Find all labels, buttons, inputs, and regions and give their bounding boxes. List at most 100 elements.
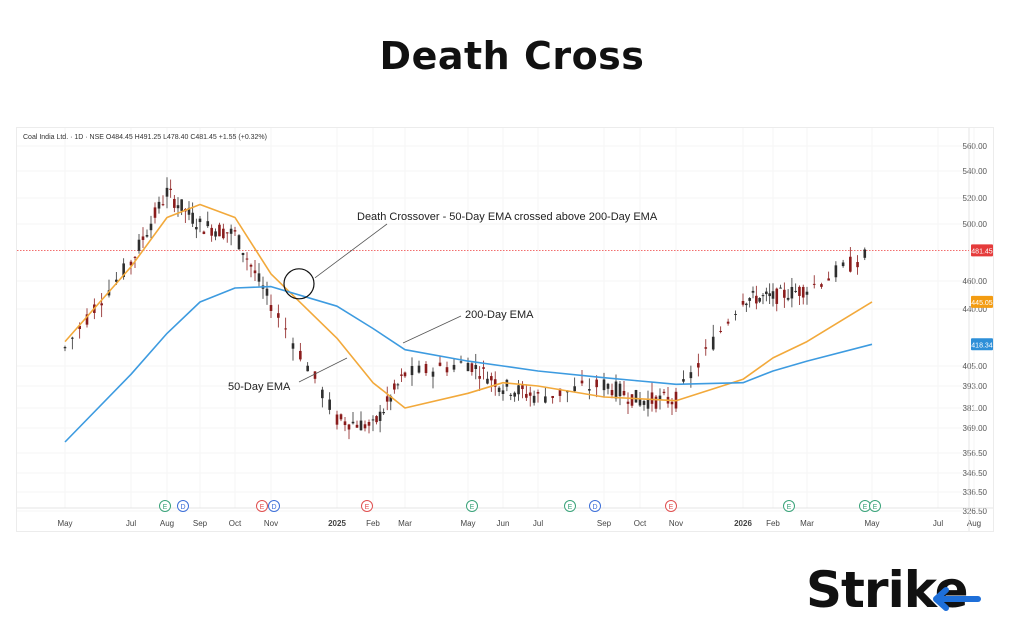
candle-body xyxy=(389,396,393,402)
candle-body xyxy=(521,385,524,390)
candle-body xyxy=(206,221,210,227)
x-tick-label: Sep xyxy=(597,519,612,528)
candle-body xyxy=(466,362,470,372)
candle-body xyxy=(726,321,730,324)
candle-body xyxy=(630,394,634,406)
candle-body xyxy=(218,224,221,237)
event-marker-label: E xyxy=(669,504,674,511)
candle-body xyxy=(396,384,400,386)
event-marker-label: D xyxy=(271,504,276,511)
candle-body xyxy=(602,379,606,391)
candle-body xyxy=(229,228,233,234)
candle-body xyxy=(339,414,343,420)
candle-body xyxy=(650,392,654,404)
ema50-line xyxy=(64,203,873,409)
event-marker xyxy=(783,500,795,512)
event-marker-label: E xyxy=(568,504,573,511)
candle-body xyxy=(573,386,576,392)
candle-body xyxy=(658,395,662,401)
candle-body xyxy=(161,204,165,206)
candle-body xyxy=(849,256,852,272)
x-tick-label: Mar xyxy=(398,519,412,528)
candle-body xyxy=(490,376,493,381)
candle-body xyxy=(452,364,456,370)
x-tick-label: Sep xyxy=(193,519,208,528)
candle-body xyxy=(253,270,257,274)
candle-body xyxy=(662,391,666,394)
x-tick-label: Jun xyxy=(497,519,510,528)
candle-body xyxy=(241,253,245,256)
candle-body xyxy=(157,201,161,209)
event-marker-label: E xyxy=(470,504,475,511)
candle-body xyxy=(580,380,584,384)
event-marker xyxy=(268,500,280,512)
candle-body xyxy=(265,288,269,296)
candle-body xyxy=(165,187,169,197)
candle-body xyxy=(771,291,775,299)
candle-body xyxy=(129,261,133,266)
chart-panel[interactable]: 560.00 540.00 520.00 500.00 460.00 440.00 405.… xyxy=(16,127,994,532)
candle-body xyxy=(245,258,249,260)
event-marker-label: E xyxy=(863,504,868,511)
candle-body xyxy=(173,198,176,208)
candle-body xyxy=(805,291,809,295)
candle-body xyxy=(180,199,183,211)
y-tick-label: 326.50 xyxy=(963,507,988,516)
candle-body xyxy=(214,231,217,237)
x-tick-label: Feb xyxy=(366,519,380,528)
event-marker-label: E xyxy=(260,504,265,511)
candle-body xyxy=(470,363,474,373)
candle-body xyxy=(595,379,598,388)
candle-body xyxy=(122,263,125,277)
annotation-arrow xyxy=(298,357,348,383)
x-tick-label: Nov xyxy=(669,519,683,528)
candle-body xyxy=(646,399,650,409)
candle-body xyxy=(149,223,153,231)
candle-body xyxy=(525,393,528,398)
value-badge xyxy=(971,338,993,351)
candle-body xyxy=(748,298,751,301)
value-badge-label: 481.45 xyxy=(971,248,993,255)
candle-body xyxy=(145,235,149,237)
candle-body xyxy=(363,424,367,429)
candle-body xyxy=(614,381,618,399)
candle-body xyxy=(820,284,823,287)
candle-body xyxy=(176,205,180,209)
candle-body xyxy=(277,313,280,318)
y-tick-label: 336.50 xyxy=(963,488,988,497)
candle-body xyxy=(704,347,708,349)
candle-body xyxy=(431,371,435,377)
candle-body xyxy=(606,383,610,389)
candle-body xyxy=(445,367,449,373)
candle-body xyxy=(827,278,830,281)
candle-body xyxy=(798,286,801,296)
candle-body xyxy=(719,330,722,332)
candle-body xyxy=(863,249,867,258)
candle-body xyxy=(459,361,463,363)
y-tick-label: 440.00 xyxy=(963,305,988,314)
candle-body xyxy=(610,389,614,396)
candle-body xyxy=(711,336,715,350)
price-chart[interactable]: 560.00 540.00 520.00 500.00 460.00 440.00 405.… xyxy=(17,128,993,531)
value-badge-label: 418.34 xyxy=(971,342,993,349)
candle-body xyxy=(497,387,501,392)
x-tick-label: Jul xyxy=(533,519,543,528)
y-tick-label: 346.50 xyxy=(963,469,988,478)
candle-body xyxy=(153,207,157,218)
candle-body xyxy=(513,392,516,397)
candle-body xyxy=(682,379,685,382)
candle-body xyxy=(233,230,237,232)
x-tick-label: Aug xyxy=(967,519,981,528)
candle-body xyxy=(63,347,67,349)
candle-body xyxy=(417,365,421,373)
x-tick-label: Aug xyxy=(160,519,174,528)
candle-body xyxy=(765,291,768,295)
candle-body xyxy=(801,286,805,298)
candle-body xyxy=(775,288,779,304)
candle-body xyxy=(393,383,396,390)
x-tick-label: Oct xyxy=(634,519,647,528)
candle-body xyxy=(501,390,505,394)
value-badge xyxy=(971,244,993,257)
candle-body xyxy=(786,297,790,300)
x-tick-label: May xyxy=(57,519,72,528)
